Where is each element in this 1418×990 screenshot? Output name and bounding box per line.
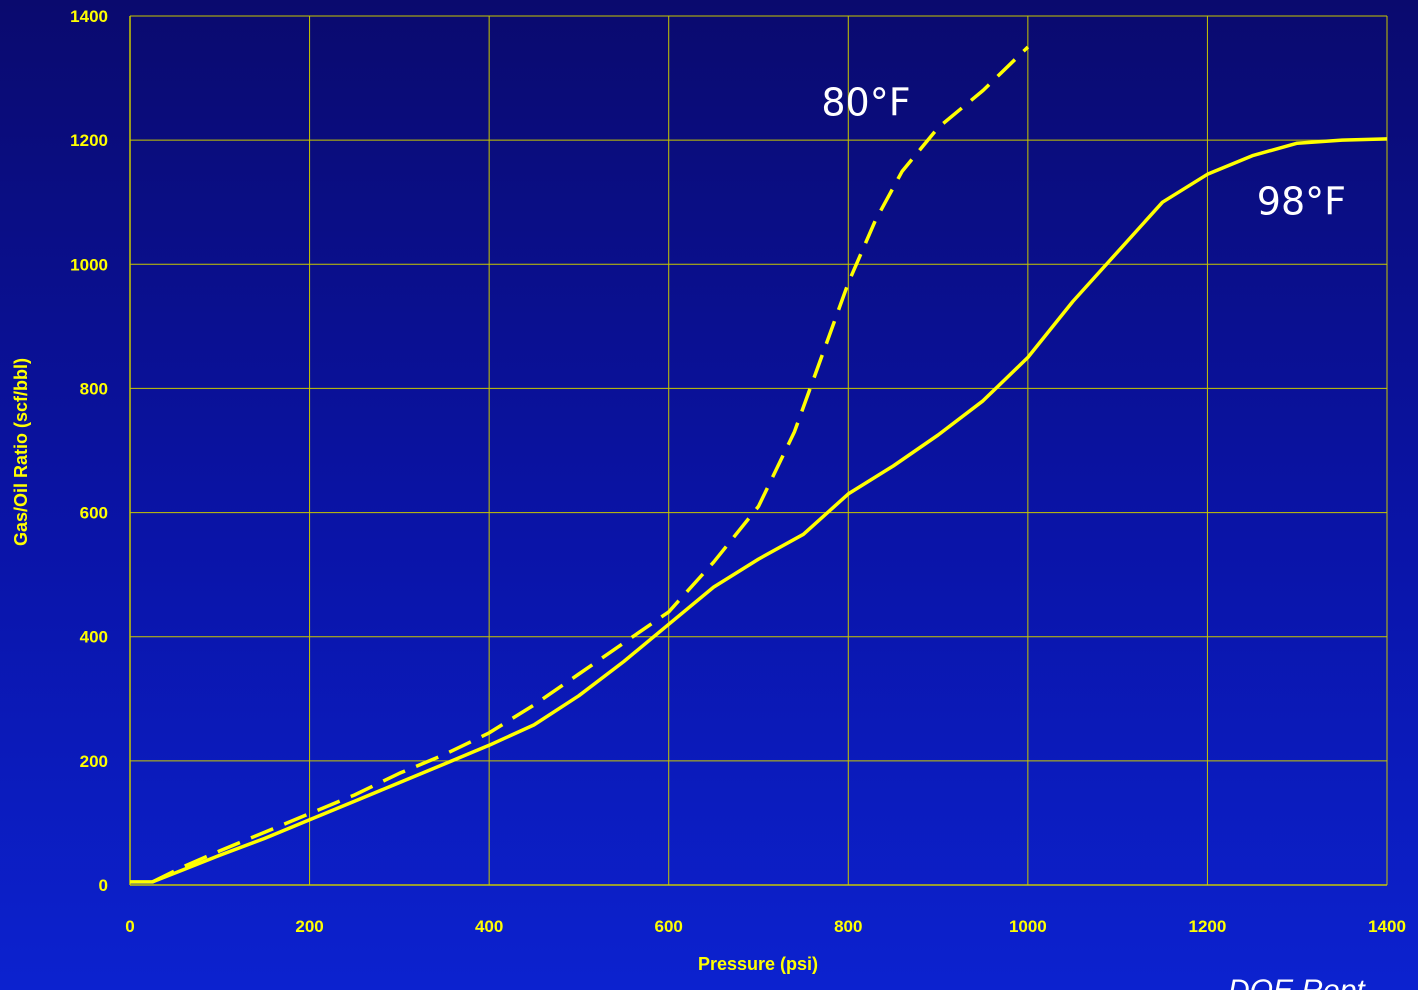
series-line-solid [130,137,1388,884]
x-tick-label-0: 0 [125,917,134,936]
y-tick-label-3: 600 [80,504,108,523]
x-tick-label-3: 600 [655,917,683,936]
chart-grid [129,15,1388,886]
x-tick-label-6: 1200 [1189,917,1227,936]
series-annotation-0: 80°F [821,80,910,124]
y-tick-label-7: 1400 [70,7,108,26]
y-tick-label-2: 400 [80,628,108,647]
chart-annotations: 80°F 98°F [821,80,1346,223]
y-tick-label-5: 1000 [70,255,108,274]
x-tick-label-1: 200 [295,917,323,936]
x-axis-ticks: 0 200 400 600 800 1000 1200 1400 [125,917,1406,936]
source-note: DOE Rept [1228,974,1366,990]
x-tick-label-2: 400 [475,917,503,936]
x-tick-label-7: 1400 [1368,917,1406,936]
y-tick-label-1: 200 [80,752,108,771]
y-axis-title: Gas/Oil Ratio (scf/bbl) [11,358,31,546]
y-axis-ticks: 0 200 400 600 800 1000 1200 1400 [70,7,108,895]
series-line-dashed [151,45,1030,884]
y-tick-label-4: 800 [80,379,108,398]
series-annotation-1: 98°F [1257,180,1346,224]
chart-series [130,45,1388,884]
y-tick-label-6: 1200 [70,131,108,150]
y-tick-label-0: 0 [99,876,108,895]
x-axis-title: Pressure (psi) [698,954,818,974]
x-tick-label-5: 1000 [1009,917,1047,936]
x-tick-label-4: 800 [834,917,862,936]
